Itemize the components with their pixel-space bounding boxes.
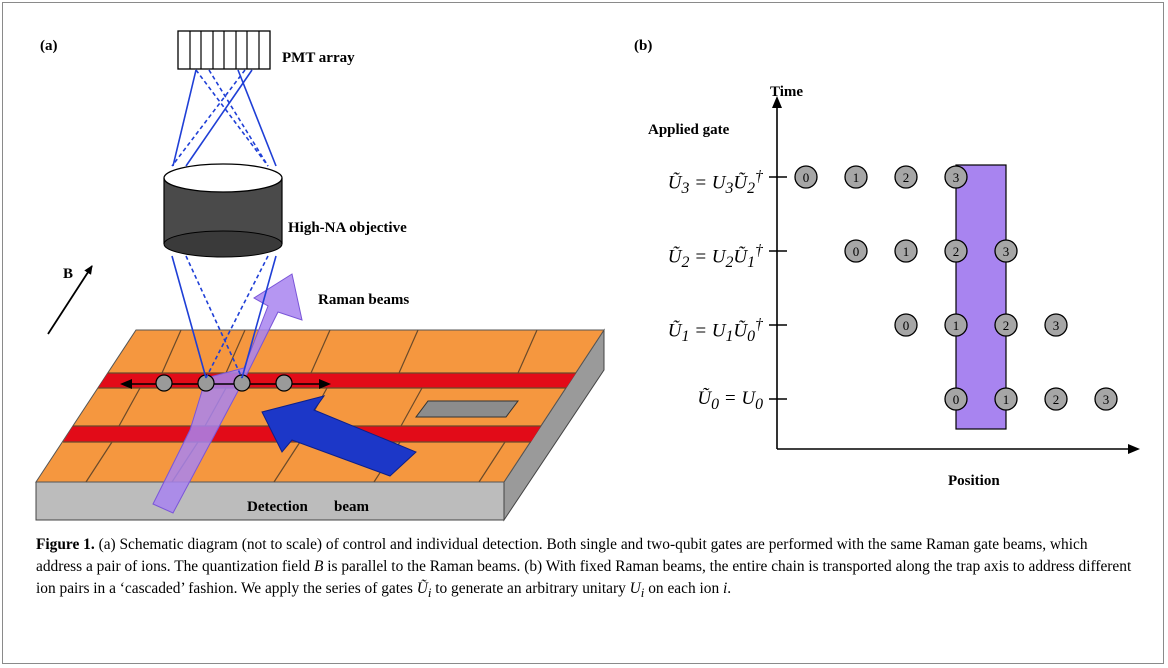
ion-index: 0	[853, 244, 860, 259]
ion-marker: 0	[794, 165, 818, 189]
caption-gate-index: i	[427, 586, 432, 601]
ion-index: 1	[853, 170, 860, 185]
caption-text-4: on each ion	[644, 580, 724, 597]
ion-index: 0	[903, 318, 910, 333]
ion-index: 1	[1003, 392, 1010, 407]
x-axis-arrowhead	[1128, 444, 1140, 454]
ion-index: 3	[1103, 392, 1110, 407]
pmt-array	[177, 30, 271, 70]
ion-marker: 3	[1044, 313, 1068, 337]
detection-beam	[261, 395, 417, 477]
ion-index: 3	[953, 170, 960, 185]
fluorescence-rays-lower	[171, 255, 277, 379]
caption-gate-symbol: Ũ	[416, 580, 428, 597]
ion-index: 0	[803, 170, 810, 185]
detection-label-1: Detection	[247, 499, 308, 515]
ion-index: 1	[953, 318, 960, 333]
raman-label: Raman beams	[318, 292, 409, 308]
trapped-ions	[155, 374, 293, 392]
ion-marker: 0	[844, 239, 868, 263]
ion-marker: 1	[994, 387, 1018, 411]
caption-text-3: to generate an arbitrary unitary	[431, 580, 630, 597]
pmt-label: PMT array	[282, 50, 355, 66]
ion-marker: 0	[894, 313, 918, 337]
ion-marker: 3	[994, 239, 1018, 263]
ion-marker: 2	[944, 239, 968, 263]
caption-text-1: (a) Schematic diagram (not to scale) of …	[36, 536, 1088, 575]
caption-unitary-index: i	[640, 586, 645, 601]
gate-equation: Ũ0 = U0	[697, 388, 763, 413]
ion-index: 2	[953, 244, 960, 259]
gate-rows: Ũ3 = U3Ũ2† 0 1 2 3 Ũ2 = U2Ũ1† 0 1 2 3 Ũ1 = U1Ũ0† 0 1…	[668, 165, 1118, 413]
caption-text-2: is parallel to the Raman beams. (b) With…	[36, 558, 1132, 597]
ion-index: 2	[903, 170, 910, 185]
fluorescence-rays-upper	[171, 69, 277, 167]
caption-ion-symbol: i	[723, 580, 728, 597]
ion-marker: 0	[944, 387, 968, 411]
ion-marker: 2	[994, 313, 1018, 337]
ion-index: 2	[1053, 392, 1060, 407]
ion-marker: 2	[1044, 387, 1068, 411]
caption-label: Figure 1.	[36, 536, 95, 553]
ion-index: 2	[1003, 318, 1010, 333]
ion-index: 3	[1003, 244, 1010, 259]
caption-text-5: .	[727, 580, 732, 597]
detection-label-2: beam	[334, 499, 370, 515]
objective-lens	[163, 163, 283, 258]
ion-marker: 1	[944, 313, 968, 337]
gate-equation: Ũ3 = U3Ũ2†	[668, 168, 763, 196]
ion-marker: 2	[894, 165, 918, 189]
ion-index: 0	[953, 392, 960, 407]
figure-graphic: (a) PMT array	[35, 30, 1140, 522]
panel-b-label: (b)	[634, 38, 652, 54]
ion-index: 1	[903, 244, 910, 259]
caption-unitary-symbol: U	[629, 580, 641, 597]
figure-caption: Figure 1. (a) Schematic diagram (not to …	[36, 534, 1136, 604]
gate-header: Applied gate	[648, 122, 730, 138]
ion-index: 3	[1053, 318, 1060, 333]
gate-equation: Ũ1 = U1Ũ0†	[668, 316, 763, 344]
ion-marker: 1	[844, 165, 868, 189]
b-field-label: B	[63, 266, 73, 282]
gate-equation: Ũ2 = U2Ũ1†	[668, 242, 763, 270]
ion-marker: 3	[1094, 387, 1118, 411]
y-axis-label: Time	[770, 84, 803, 100]
y-axis-arrowhead	[772, 96, 782, 108]
ion-marker: 3	[944, 165, 968, 189]
caption-field-symbol: B	[313, 558, 324, 575]
panel-a: (a) PMT array	[35, 30, 605, 522]
panel-a-label: (a)	[40, 38, 58, 54]
ion-marker: 1	[894, 239, 918, 263]
objective-label: High-NA objective	[288, 220, 407, 236]
x-axis-label: Position	[948, 473, 1000, 489]
panel-b: (b) Time Applied gate Position Ũ3 = U3Ũ2…	[634, 38, 1140, 489]
b-field-arrow	[47, 265, 93, 335]
raman-window	[955, 164, 1007, 430]
